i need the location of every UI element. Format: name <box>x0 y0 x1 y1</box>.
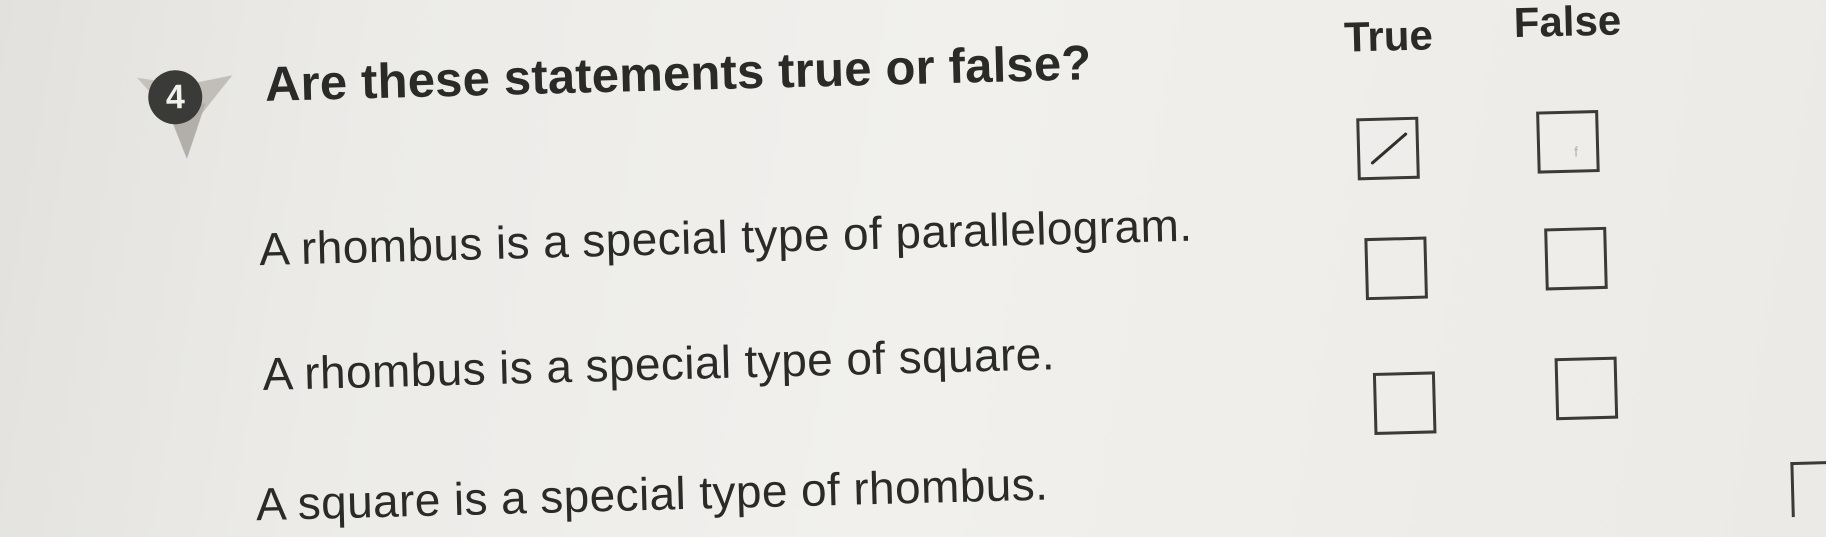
checkbox-false-3[interactable] <box>1555 357 1619 421</box>
checkbox-false-1[interactable]: f <box>1536 110 1600 174</box>
partial-checkbox-edge <box>1790 461 1826 517</box>
statement-2: A rhombus is a special type of square. <box>262 326 1056 401</box>
column-header-false: False <box>1513 0 1622 47</box>
checkbox-false-2[interactable] <box>1544 227 1608 291</box>
tick-icon <box>1365 126 1414 175</box>
checkbox-true-2[interactable] <box>1364 237 1428 301</box>
checkbox-true-1[interactable] <box>1356 117 1420 181</box>
statement-3: A square is a special type of rhombus. <box>255 457 1049 532</box>
question-number-badge: 4 <box>124 52 247 175</box>
question-prompt: Are these statements true or false? <box>264 35 1092 113</box>
statement-1: A rhombus is a special type of parallelo… <box>259 198 1193 276</box>
checkbox-true-3[interactable] <box>1373 371 1437 435</box>
column-header-true: True <box>1343 11 1433 61</box>
